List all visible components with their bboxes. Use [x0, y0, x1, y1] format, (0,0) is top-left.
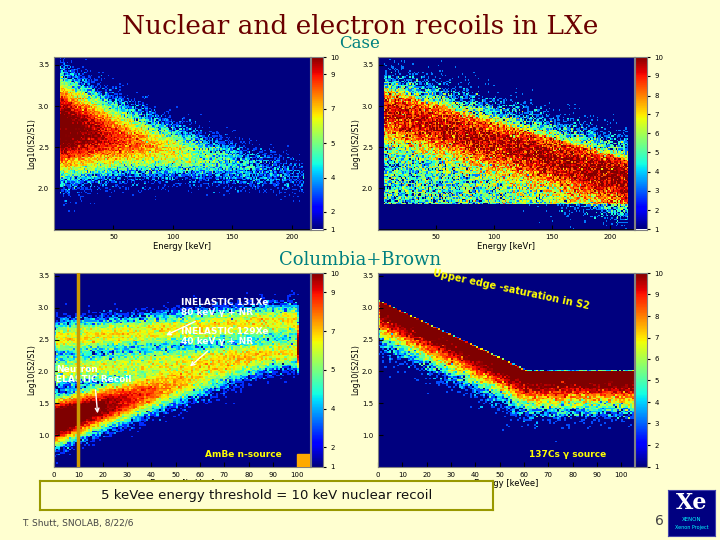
Text: Nuclear and electron recoils in LXe: Nuclear and electron recoils in LXe [122, 14, 598, 38]
Text: Case: Case [340, 35, 380, 52]
Bar [297, 454, 310, 467]
X-axis label: Energy [keVee]: Energy [keVee] [150, 480, 214, 488]
Text: Upper edge -saturation in S2: Upper edge -saturation in S2 [431, 268, 590, 312]
Text: Xe: Xe [676, 491, 707, 514]
Text: INELASTIC 131Xe
80 keV γ + NR: INELASTIC 131Xe 80 keV γ + NR [168, 298, 268, 335]
Text: INELASTIC 129Xe
40 keV γ + NR: INELASTIC 129Xe 40 keV γ + NR [181, 327, 268, 366]
Text: XENON: XENON [682, 517, 701, 522]
Y-axis label: Log10(S2/S1): Log10(S2/S1) [351, 118, 361, 168]
X-axis label: Energy [keVr]: Energy [keVr] [153, 242, 211, 251]
Text: T. Shutt, SNOLAB, 8/22/6: T. Shutt, SNOLAB, 8/22/6 [22, 519, 133, 528]
Text: Columbia+Brown: Columbia+Brown [279, 251, 441, 269]
Text: 137Cs γ source: 137Cs γ source [529, 450, 606, 460]
Y-axis label: Log10(S2/S1): Log10(S2/S1) [27, 345, 37, 395]
Text: 6: 6 [655, 514, 664, 528]
Text: 5 keVee energy threshold = 10 keV nuclear recoil: 5 keVee energy threshold = 10 keV nuclea… [101, 489, 432, 502]
Y-axis label: Log10(S2/S1): Log10(S2/S1) [351, 345, 361, 395]
Y-axis label: Log10(S2/S1): Log10(S2/S1) [27, 118, 37, 168]
X-axis label: Energy [keVee]: Energy [keVee] [474, 480, 538, 488]
Text: AmBe n-source: AmBe n-source [205, 450, 282, 460]
Text: Xenon Project: Xenon Project [675, 525, 708, 530]
X-axis label: Energy [keVr]: Energy [keVr] [477, 242, 535, 251]
Text: Neutron
ELASTIC Recoil: Neutron ELASTIC Recoil [56, 365, 132, 412]
